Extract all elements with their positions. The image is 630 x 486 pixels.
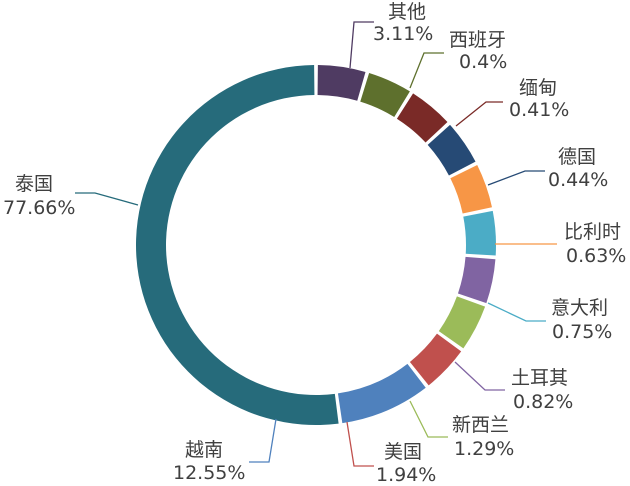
slice-name-xinxilan: 新西兰 <box>452 414 509 436</box>
slice-10 <box>337 363 426 424</box>
slice-11 <box>136 65 339 425</box>
slice-name-deguo: 德国 <box>558 146 596 168</box>
leader-line-taiguo <box>75 192 139 206</box>
slice-name-yidali: 意大利 <box>551 297 608 319</box>
leader-line-xibanya <box>409 52 444 89</box>
slice-9 <box>409 333 462 386</box>
slice-value-yidali: 0.75% <box>552 321 612 343</box>
slice-value-deguo: 0.44% <box>548 169 608 191</box>
leader-line-miandian <box>455 101 503 127</box>
slice-value-meiguo: 1.94% <box>376 464 436 486</box>
slice-name-yuenan: 越南 <box>185 439 223 461</box>
slice-name-qita: 其他 <box>388 1 426 23</box>
leader-line-deguo <box>487 170 545 186</box>
slice-value-tuerqi: 0.82% <box>513 391 573 413</box>
slice-value-yuenan: 12.55% <box>173 462 245 484</box>
slice-8 <box>438 296 486 349</box>
slice-1 <box>317 65 366 101</box>
leader-line-meiguo <box>346 421 374 467</box>
slice-value-qita: 3.11% <box>373 23 433 45</box>
leader-line-tuerqi <box>454 361 505 391</box>
slice-6 <box>463 210 496 256</box>
slice-4 <box>427 124 476 176</box>
slice-value-xibanya: 0.4% <box>459 51 507 73</box>
slice-value-xinxilan: 1.29% <box>454 438 514 460</box>
slice-5 <box>450 164 492 214</box>
slice-name-xibanya: 西班牙 <box>449 29 506 51</box>
slice-labels: 其他 3.11% 西班牙 0.4% 缅甸 0.41% 德国 0.44% 比利时 … <box>3 1 626 486</box>
slice-name-miandian: 缅甸 <box>519 77 557 99</box>
donut-slices <box>136 65 496 425</box>
slice-3 <box>396 93 448 143</box>
slice-name-bilishi: 比利时 <box>564 221 621 243</box>
slice-2 <box>360 73 410 118</box>
slice-name-meiguo: 美国 <box>384 441 422 463</box>
leader-line-xinxilan <box>409 400 448 438</box>
slice-value-miandian: 0.41% <box>509 99 569 121</box>
slice-7 <box>457 256 496 304</box>
slice-value-taiguo: 77.66% <box>3 197 75 219</box>
slice-name-taiguo: 泰国 <box>15 173 53 195</box>
slice-value-bilishi: 0.63% <box>566 245 626 267</box>
leader-line-yuenan <box>249 418 277 463</box>
leader-line-yidali <box>487 302 546 322</box>
leader-line-qita <box>349 21 374 69</box>
slice-name-tuerqi: 土耳其 <box>511 367 568 389</box>
